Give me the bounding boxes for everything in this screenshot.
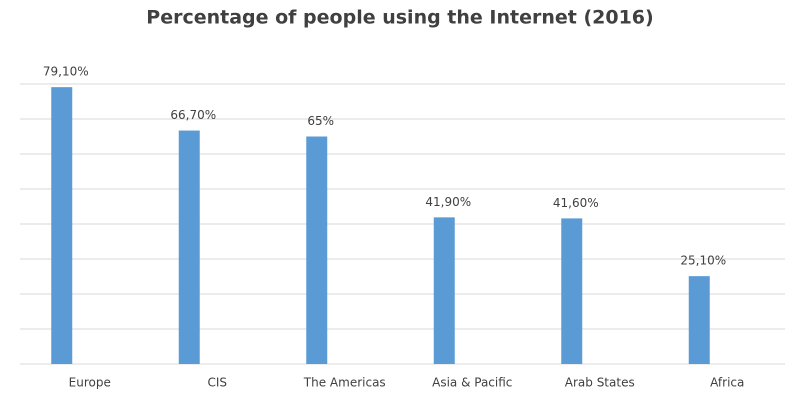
value-label: 41,60%	[553, 196, 599, 210]
x-tick-label: Africa	[710, 376, 744, 390]
x-tick-label: The Americas	[303, 376, 386, 390]
x-tick-label: Arab States	[565, 376, 635, 390]
bar	[51, 87, 73, 365]
bar	[433, 217, 455, 364]
bar	[306, 136, 328, 364]
bar	[561, 218, 583, 364]
value-label: 65%	[307, 114, 334, 128]
x-tick-label: CIS	[207, 376, 227, 390]
x-tick-label: Europe	[69, 376, 111, 390]
chart-title: Percentage of people using the Internet …	[146, 7, 653, 29]
bar	[688, 276, 710, 364]
x-tick-label: Asia & Pacific	[432, 376, 512, 390]
value-label: 41,90%	[425, 195, 471, 209]
value-label: 66,70%	[170, 108, 216, 122]
value-label: 25,10%	[680, 254, 726, 268]
value-label: 79,10%	[43, 65, 89, 79]
bar	[178, 130, 200, 364]
